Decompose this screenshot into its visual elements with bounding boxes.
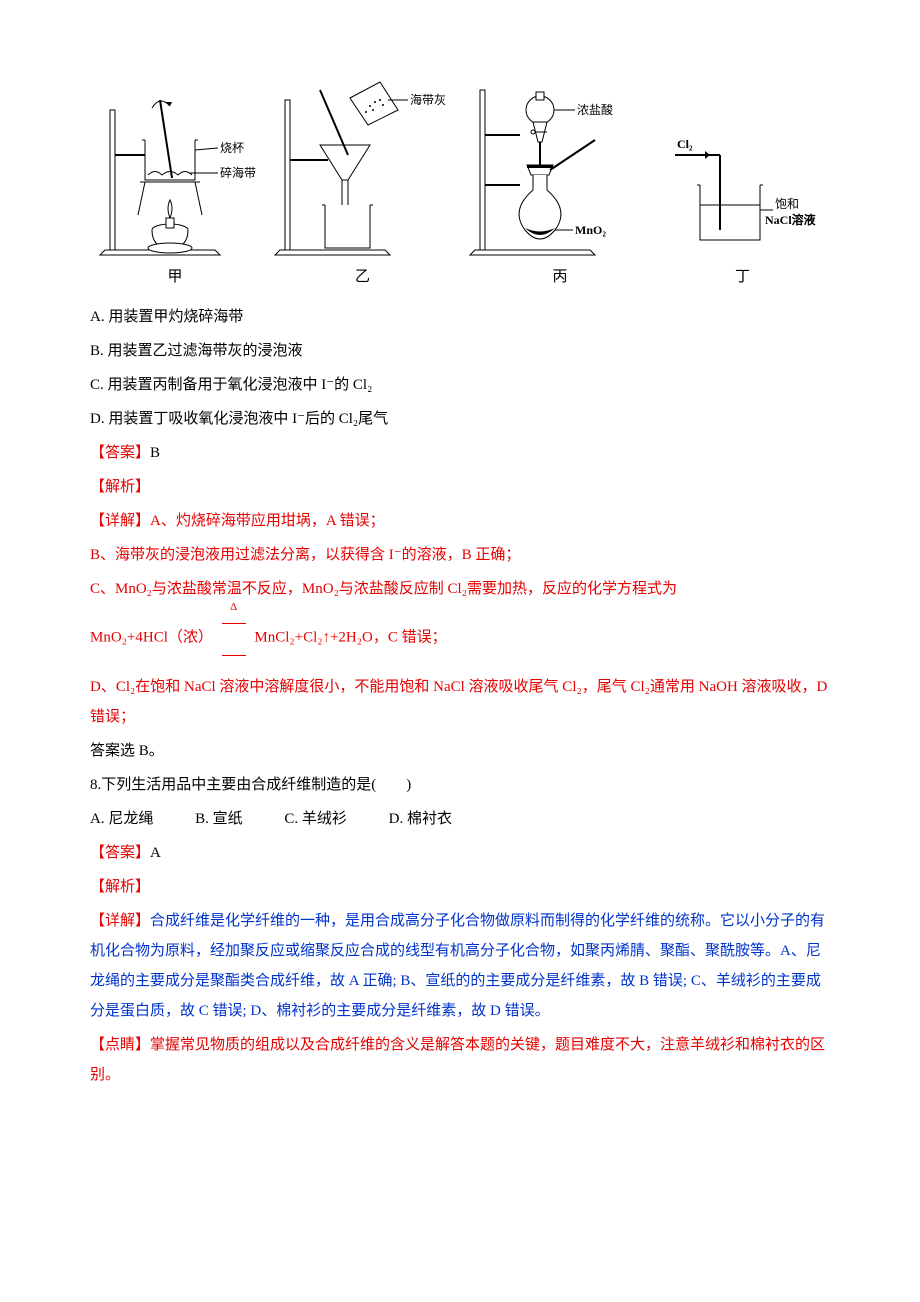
diagram-yi-caption: 乙 — [355, 262, 370, 292]
q8-options: A. 尼龙绳 B. 宣纸 C. 羊绒衫 D. 棉衬衣 — [90, 804, 830, 834]
diagram-ding-svg: Cl₂ 饱和 NaCl溶液 — [665, 70, 820, 260]
answer-label: 【答案】 — [90, 445, 150, 461]
q7-analysis-final: 答案选 B。 — [90, 736, 830, 766]
q8-dianjing: 【点睛】掌握常见物质的组成以及合成纤维的含义是解答本题的关键，题目难度不大，注意… — [90, 1030, 830, 1090]
svg-text:MnO₂: MnO₂ — [575, 223, 606, 237]
q7-option-d: D. 用装置丁吸收氧化浸泡液中 I⁻后的 Cl₂尾气 — [90, 404, 830, 434]
q8-jiexi-label: 【解析】 — [90, 872, 830, 902]
diagram-bing-svg: 浓盐酸 MnO₂ — [465, 70, 655, 260]
q7-option-a: A. 用装置甲灼烧碎海带 — [90, 302, 830, 332]
q8-option-c: C. 羊绒衫 — [284, 804, 347, 834]
diagram-yi-svg: 海带灰 — [270, 70, 455, 260]
answer-label: 【答案】 — [90, 845, 150, 861]
svg-text:烧杯: 烧杯 — [220, 141, 244, 155]
q7-option-c: C. 用装置丙制备用于氧化浸泡液中 I⁻的 Cl₂ — [90, 370, 830, 400]
xiangjie-label: 【详解】 — [90, 513, 150, 529]
q8-stem: 8.下列生活用品中主要由合成纤维制造的是( ) — [90, 770, 830, 800]
svg-text:海带灰: 海带灰 — [410, 92, 446, 107]
dianjing-label: 【点睛】 — [90, 1037, 150, 1053]
apparatus-diagram-row: 烧杯 碎海带 甲 海带灰 — [90, 70, 830, 292]
diagram-ding-caption: 丁 — [735, 262, 750, 292]
svg-text:饱和: 饱和 — [775, 196, 799, 211]
diagram-jia: 烧杯 碎海带 甲 — [90, 70, 260, 292]
q8-option-b: B. 宣纸 — [195, 804, 243, 834]
eq-arrow: Δ — [217, 608, 251, 668]
q7-analysis-a: 【详解】A、灼烧碎海带应用坩埚，A 错误； — [90, 506, 830, 536]
q8-analysis: 【详解】合成纤维是化学纤维的一种，是用合成高分子化合物做原料而制得的化学纤维的统… — [90, 906, 830, 1026]
q7-analysis-c-eq: MnO₂+4HCl（浓） Δ MnCl₂+Cl₂↑+2H₂O，C 错误； — [90, 608, 830, 668]
diagram-jia-svg: 烧杯 碎海带 — [90, 70, 260, 260]
q8-answer: 【答案】A — [90, 838, 830, 868]
q7-analysis-c-pre: C、MnO₂与浓盐酸常温不反应，MnO₂与浓盐酸反应制 Cl₂需要加热，反应的化… — [90, 574, 830, 604]
diagram-ding: Cl₂ 饱和 NaCl溶液 丁 — [665, 70, 820, 292]
q7-analysis-b: B、海带灰的浸泡液用过滤法分离，以获得含 I⁻的溶液，B 正确； — [90, 540, 830, 570]
q7-answer: 【答案】B — [90, 438, 830, 468]
svg-text:Cl₂: Cl₂ — [677, 137, 693, 151]
diagram-bing-caption: 丙 — [552, 262, 567, 292]
diagram-yi: 海带灰 乙 — [270, 70, 455, 292]
q8-analysis-text: 合成纤维是化学纤维的一种，是用合成高分子化合物做原料而制得的化学纤维的统称。它以… — [90, 913, 825, 1019]
xiangjie-label: 【详解】 — [90, 913, 150, 929]
diagram-jia-caption: 甲 — [167, 262, 182, 292]
answer-value: B — [150, 445, 160, 461]
q7-option-b: B. 用装置乙过滤海带灰的浸泡液 — [90, 336, 830, 366]
q8-option-d: D. 棉衬衣 — [389, 804, 452, 834]
q7-analysis-d: D、Cl₂在饱和 NaCl 溶液中溶解度很小，不能用饱和 NaCl 溶液吸收尾气… — [90, 672, 830, 732]
svg-text:浓盐酸: 浓盐酸 — [577, 102, 613, 117]
svg-text:碎海带: 碎海带 — [220, 165, 256, 180]
eq-right: MnCl₂+Cl₂↑+2H₂O，C 错误； — [254, 629, 446, 645]
q8-option-a: A. 尼龙绳 — [90, 804, 153, 834]
q7-jiexi-label: 【解析】 — [90, 472, 830, 502]
diagram-bing: 浓盐酸 MnO₂ 丙 — [465, 70, 655, 292]
q7-analysis-a-text: A、灼烧碎海带应用坩埚，A 错误； — [150, 513, 385, 529]
eq-left: MnO₂+4HCl（浓） — [90, 629, 213, 645]
svg-text:NaCl溶液: NaCl溶液 — [765, 212, 816, 227]
dianjing-text: 掌握常见物质的组成以及合成纤维的含义是解答本题的关键，题目难度不大，注意羊绒衫和… — [90, 1037, 825, 1083]
answer-value: A — [150, 845, 161, 861]
